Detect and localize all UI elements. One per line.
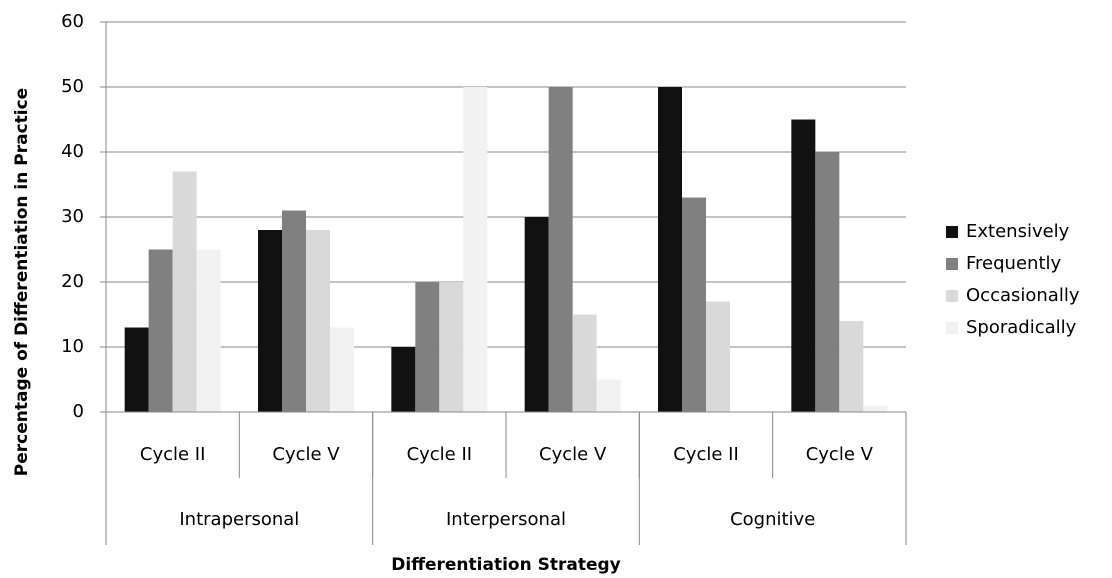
y-tick-label: 40 [61,141,84,162]
bar [196,249,221,412]
y-tick-label: 0 [73,401,84,422]
bar [124,327,149,412]
x-tick-label: Cycle V [539,444,607,465]
bar [815,152,840,412]
y-tick-label: 50 [61,76,84,97]
bar [706,301,730,412]
legend-swatch [946,226,958,238]
bar [863,405,888,412]
y-tick-label: 60 [61,11,84,32]
bar [463,87,488,412]
group-label: Intrapersonal [179,509,299,530]
y-tick-label: 30 [61,206,84,227]
legend-label: Frequently [966,253,1061,274]
bar [572,314,597,412]
legend-label: Extensively [966,221,1070,242]
y-tick-label: 10 [61,336,84,357]
bar [306,230,330,412]
x-tick-label: Cycle V [806,444,874,465]
bar [524,217,549,412]
bar [282,210,306,412]
bar [439,282,464,412]
x-axis-title: Differentiation Strategy [391,555,620,575]
y-axis-title: Percentage of Differentiation in Practic… [12,88,32,476]
legend-swatch [946,258,958,270]
bar [415,282,440,412]
y-tick-label: 20 [61,271,84,292]
bar [148,249,173,412]
x-tick-label: Cycle V [272,444,340,465]
legend-swatch [946,290,958,302]
bar [596,379,621,412]
bar [791,119,816,412]
x-tick-label: Cycle II [407,444,473,465]
bar [172,171,197,412]
legend-label: Occasionally [966,285,1080,306]
bar [839,321,864,412]
legend-label: Sporadically [966,317,1077,338]
bar [258,230,282,412]
group-label: Interpersonal [446,509,566,530]
bar [682,197,706,412]
x-tick-label: Cycle II [140,444,206,465]
bar [548,87,573,412]
x-tick-label: Cycle II [673,444,739,465]
bar [391,347,416,412]
bar [330,327,354,412]
group-label: Cognitive [730,509,815,530]
legend-swatch [946,322,958,334]
bar [658,87,682,412]
